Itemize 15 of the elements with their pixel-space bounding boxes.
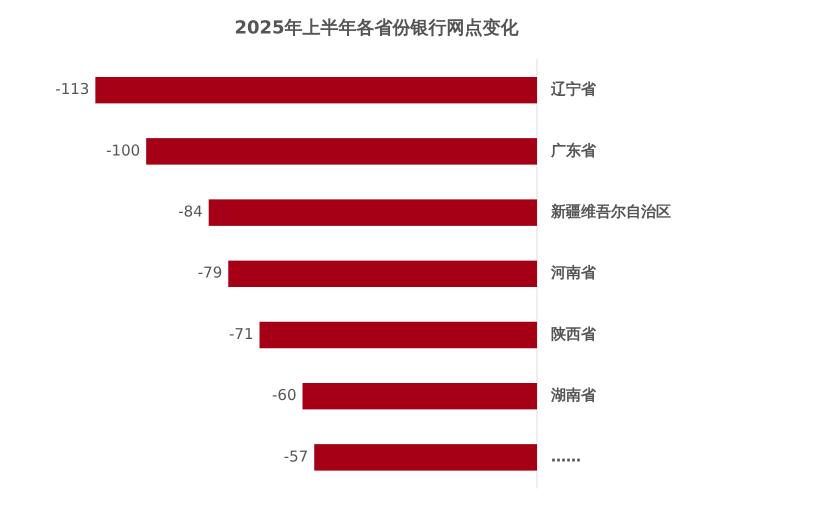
y-tick-label: 湖南省 [550, 386, 597, 404]
chart-title: 2025年上半年各省份银行网点变化 [234, 17, 520, 38]
y-tick-label: 新疆维吾尔自治区 [550, 202, 671, 220]
y-tick-label: 广东省 [550, 141, 597, 160]
data-label: -71 [229, 324, 254, 343]
y-tick-label: 河南省 [550, 264, 597, 282]
y-tick-label: 辽宁省 [550, 80, 597, 98]
data-label: -84 [178, 202, 203, 220]
data-label: -60 [272, 386, 296, 404]
y-tick-label: 陕西省 [551, 324, 597, 343]
data-label: -113 [55, 80, 90, 98]
data-label: -79 [198, 264, 222, 282]
y-tick-label: …… [551, 447, 581, 466]
data-label: -100 [106, 141, 140, 160]
data-label: -57 [284, 447, 308, 466]
